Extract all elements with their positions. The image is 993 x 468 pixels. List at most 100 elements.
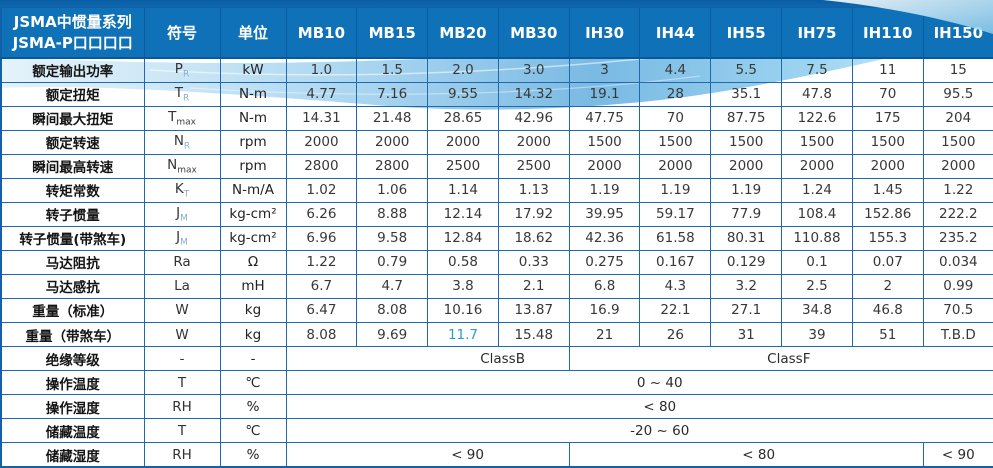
spec-value-cell: 70.5 <box>922 297 993 324</box>
table-row: 转子惯量 JM kg-cm² 6.26 8.88 12.14 17.92 39.95 59.17… <box>0 201 993 227</box>
row-label: 转矩常数 <box>0 177 145 203</box>
symbol-cell: RH <box>143 442 221 468</box>
symbol-cell: PR <box>143 57 221 83</box>
row-label: 重量（标准） <box>0 297 145 324</box>
spec-value-cell: 2.1 <box>497 273 570 299</box>
unit-cell: N-m/A <box>219 177 287 203</box>
symbol-cell: T <box>143 370 221 396</box>
row-label: 瞬间最高转速 <box>0 153 145 179</box>
spec-value-cell: 70 <box>851 81 924 107</box>
header-row: JSMA中惯量系列 JSMA-P口口口口 符号 单位 MB10 MB15 MB20 M… <box>0 6 993 59</box>
spec-value-cell: 3.2 <box>710 273 783 299</box>
spec-value-cell: 1.22 <box>922 177 993 203</box>
spec-value-cell: 1500 <box>568 129 641 155</box>
spec-value-cell: 235.2 <box>922 225 993 251</box>
spec-value-cell: 11.7 <box>427 322 499 348</box>
row-label: 额定扭矩 <box>0 81 145 107</box>
spec-value-cell: 1.0 <box>285 57 358 83</box>
spec-value-cell: 39.95 <box>568 201 641 227</box>
spec-value-cell: 2.0 <box>427 57 499 83</box>
spec-value-cell: 26 <box>639 322 712 348</box>
spec-value-cell: 2.5 <box>781 273 853 299</box>
model-column-header: MB20 <box>427 6 499 59</box>
symbol-cell: W <box>143 297 221 324</box>
spec-value-cell: 0.79 <box>356 249 429 275</box>
spec-table: JSMA中惯量系列 JSMA-P口口口口 符号 单位 MB10 MB15 MB20 M… <box>0 6 993 468</box>
model-column-header: IH44 <box>639 6 712 59</box>
spec-value-cell: 2000 <box>781 153 853 179</box>
spec-value-cell: 2800 <box>356 153 429 179</box>
spec-value-cell: 2500 <box>427 153 499 179</box>
spec-value-cell: 2000 <box>922 153 993 179</box>
table-row: 操作湿度 RH% < 80 <box>0 394 993 420</box>
row-label: 额定转速 <box>0 129 145 155</box>
table-row: 额定转速 NR rpm 2000 2000 2000 2000 1500 1500 1500 150… <box>0 129 993 155</box>
spec-value-cell: 2000 <box>356 129 429 155</box>
symbol-subscript: T <box>183 189 190 200</box>
symbol-cell: La <box>143 273 221 299</box>
spec-value-cell: 87.75 <box>710 105 783 131</box>
spec-value-cell: 155.3 <box>851 225 924 251</box>
spec-table-body: 额定输出功率 PR kW 1.0 1.5 2.0 3.0 3 4.4 5.5 7.5 11 15 额定扭矩… <box>0 57 993 468</box>
spec-value-cell: 77.9 <box>710 201 783 227</box>
spec-value-cell: 204 <box>922 105 993 131</box>
spec-value-cell: 2000 <box>568 153 641 179</box>
spec-span-cell: < 90 <box>285 442 570 468</box>
spec-value-cell: 17.92 <box>497 201 570 227</box>
spec-value-cell: 0.1 <box>781 249 853 275</box>
spec-value-cell: 59.17 <box>639 201 712 227</box>
spec-value-cell: 12.14 <box>427 201 499 227</box>
spec-value-cell: 12.84 <box>427 225 499 251</box>
table-row: 绝缘等级 - - ClassB ClassF <box>0 346 993 372</box>
spec-value-cell: 4.3 <box>639 273 712 299</box>
symbol-subscript: R <box>182 69 190 80</box>
spec-value-cell: 152.86 <box>851 201 924 227</box>
spec-value-cell: 1.13 <box>497 177 570 203</box>
unit-cell: mH <box>219 273 287 299</box>
symbol-subscript: M <box>180 213 188 224</box>
spec-value-cell: 19.1 <box>568 81 641 107</box>
unit-cell: % <box>219 442 287 468</box>
symbol-subscript: M <box>180 237 188 248</box>
spec-value-cell: 1.24 <box>781 177 853 203</box>
spec-span-cell: ClassB <box>285 346 570 372</box>
symbol-cell: TR <box>143 81 221 107</box>
spec-value-cell: 15.48 <box>497 322 570 348</box>
spec-value-cell: 14.31 <box>285 105 358 131</box>
spec-value-cell: 2000 <box>427 129 499 155</box>
symbol-cell: KT <box>143 177 221 203</box>
symbol-cell: - <box>143 346 221 372</box>
symbol-column-header: 符号 <box>143 6 221 59</box>
spec-value-cell: 2000 <box>851 153 924 179</box>
spec-value-cell: 1500 <box>781 129 853 155</box>
spec-value-cell: 7.16 <box>356 81 429 107</box>
spec-value-cell: 1.19 <box>710 177 783 203</box>
spec-value-cell: 0.99 <box>922 273 993 299</box>
row-label: 瞬间最大扭矩 <box>0 105 145 131</box>
spec-value-cell: 0.129 <box>710 249 783 275</box>
symbol-subscript: R <box>182 93 190 104</box>
spec-value-cell: 1500 <box>710 129 783 155</box>
spec-value-cell: 1.19 <box>568 177 641 203</box>
table-row: 操作温度 T ℃ 0 ~ 40 <box>0 370 993 396</box>
series-title-line2: JSMA-P口口口口 <box>12 33 133 52</box>
spec-value-cell: 3 <box>568 57 641 83</box>
unit-cell: - <box>219 346 287 372</box>
spec-value-cell: 21 <box>568 322 641 348</box>
table-row: 瞬间最大扭矩 Tmax N-m 14.31 21.48 28.65 42.96 47.75 70… <box>0 105 993 131</box>
symbol-cell: RH <box>143 394 221 420</box>
table-row: 储藏温度 T ℃ -20 ~ 60 <box>0 418 993 444</box>
spec-span-cell: < 80 <box>568 442 924 468</box>
unit-cell: ℃ <box>219 370 287 396</box>
spec-span-cell: ClassF <box>568 346 993 372</box>
model-column-header: IH30 <box>568 6 641 59</box>
model-column-header: MB10 <box>285 6 358 59</box>
spec-value-cell: 7.5 <box>781 57 853 83</box>
model-column-header: IH110 <box>851 6 924 59</box>
symbol-cell: Nmax <box>143 153 221 179</box>
spec-value-cell: 39 <box>781 322 853 348</box>
row-label: 马达感抗 <box>0 273 145 299</box>
spec-value-cell: 47.8 <box>781 81 853 107</box>
unit-cell: kg <box>219 322 287 348</box>
